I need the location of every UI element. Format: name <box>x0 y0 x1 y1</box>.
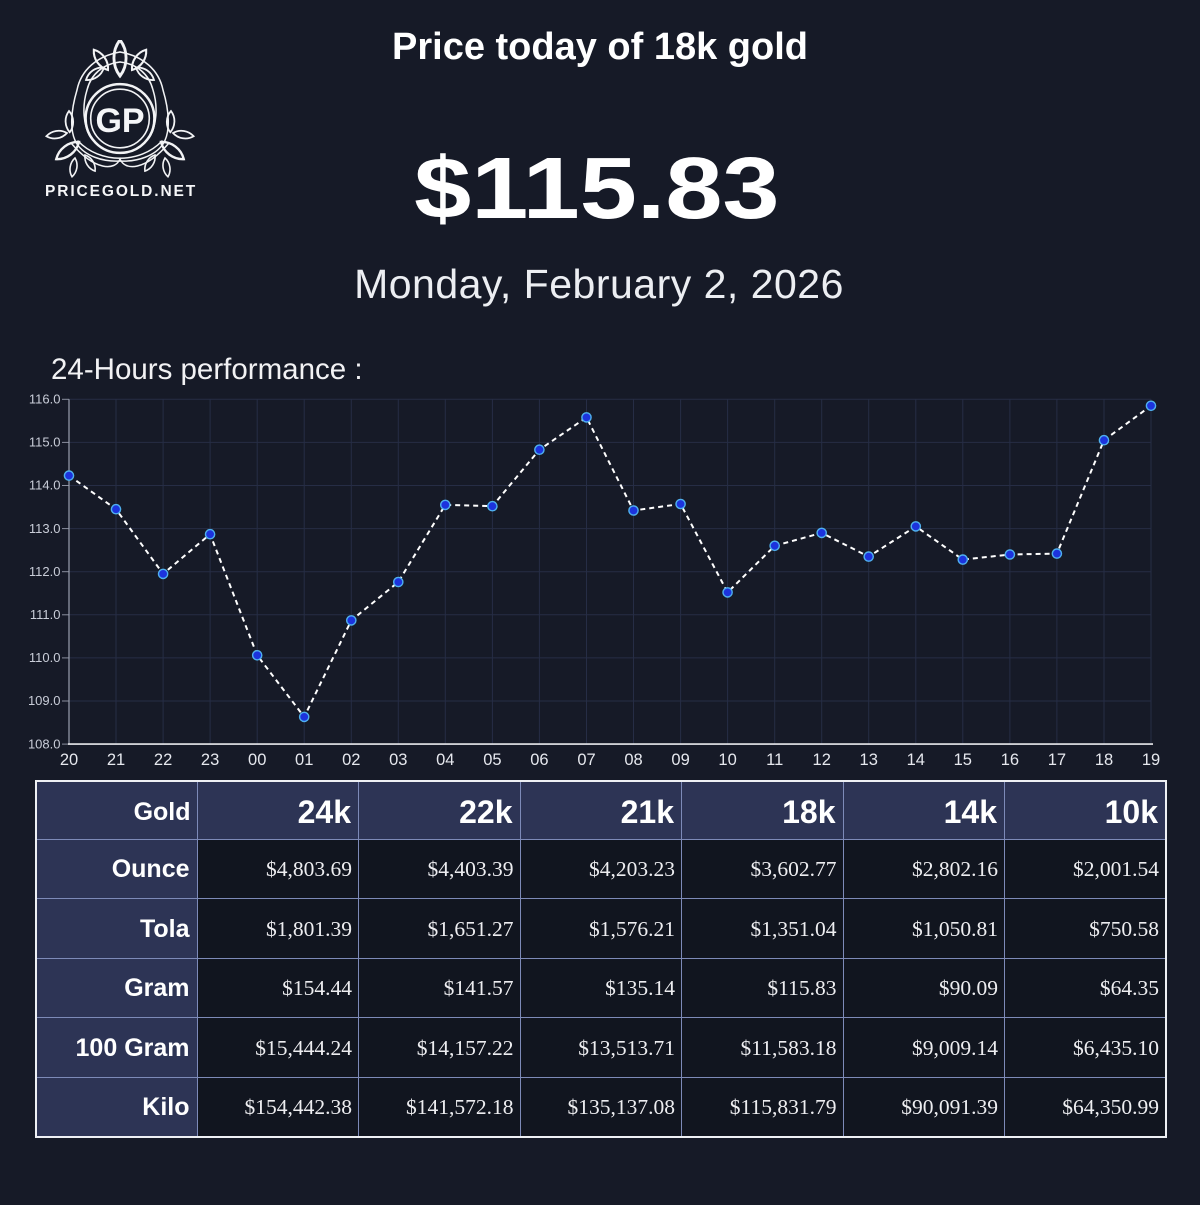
svg-text:06: 06 <box>530 751 548 769</box>
svg-text:03: 03 <box>389 751 407 769</box>
svg-text:10: 10 <box>718 751 736 769</box>
svg-text:01: 01 <box>295 751 313 769</box>
svg-text:00: 00 <box>248 751 266 769</box>
svg-text:115.0: 115.0 <box>29 435 61 450</box>
svg-text:113.0: 113.0 <box>29 521 61 536</box>
svg-text:19: 19 <box>1142 751 1160 769</box>
svg-text:15: 15 <box>954 751 972 769</box>
svg-text:13: 13 <box>860 751 878 769</box>
svg-text:GP: GP <box>95 102 144 140</box>
svg-text:109.0: 109.0 <box>28 693 61 708</box>
svg-text:12: 12 <box>813 751 831 769</box>
svg-text:22: 22 <box>154 751 172 769</box>
svg-text:18: 18 <box>1095 751 1113 769</box>
svg-text:11: 11 <box>766 751 783 769</box>
svg-text:04: 04 <box>436 751 454 769</box>
svg-text:20: 20 <box>60 751 78 769</box>
svg-text:05: 05 <box>483 751 501 769</box>
svg-text:116.0: 116.0 <box>29 392 61 407</box>
svg-text:09: 09 <box>671 751 689 769</box>
svg-text:02: 02 <box>342 751 360 769</box>
svg-text:17: 17 <box>1048 751 1066 769</box>
svg-text:114.0: 114.0 <box>29 478 61 493</box>
svg-text:08: 08 <box>624 751 642 769</box>
svg-text:14: 14 <box>907 751 925 769</box>
svg-text:112.0: 112.0 <box>29 564 61 579</box>
svg-text:108.0: 108.0 <box>28 736 61 751</box>
svg-text:07: 07 <box>577 751 595 769</box>
svg-text:110.0: 110.0 <box>29 650 61 665</box>
svg-text:16: 16 <box>1001 751 1019 769</box>
svg-text:21: 21 <box>107 751 125 769</box>
svg-text:111.0: 111.0 <box>30 607 61 622</box>
svg-text:23: 23 <box>201 751 219 769</box>
